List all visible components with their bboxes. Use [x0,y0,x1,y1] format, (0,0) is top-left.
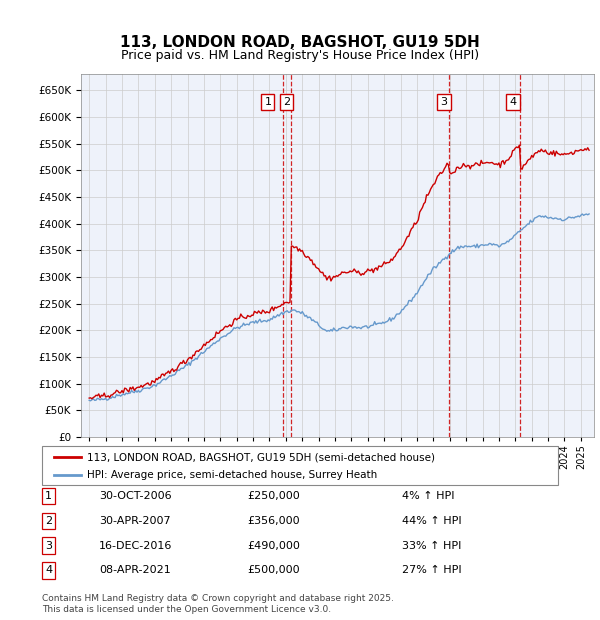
Text: 27% ↑ HPI: 27% ↑ HPI [402,565,461,575]
Text: 1: 1 [265,97,271,107]
Text: 1: 1 [45,491,52,501]
Text: 113, LONDON ROAD, BAGSHOT, GU19 5DH: 113, LONDON ROAD, BAGSHOT, GU19 5DH [120,35,480,50]
Text: 08-APR-2021: 08-APR-2021 [99,565,171,575]
Text: 113, LONDON ROAD, BAGSHOT, GU19 5DH (semi-detached house): 113, LONDON ROAD, BAGSHOT, GU19 5DH (sem… [87,452,435,462]
Text: 4: 4 [45,565,52,575]
Text: 2: 2 [283,97,290,107]
Text: 3: 3 [45,541,52,551]
Text: £500,000: £500,000 [247,565,300,575]
Text: Contains HM Land Registry data © Crown copyright and database right 2025.
This d: Contains HM Land Registry data © Crown c… [42,595,394,614]
Text: 2: 2 [45,516,52,526]
Text: £250,000: £250,000 [247,491,300,501]
Text: 4% ↑ HPI: 4% ↑ HPI [402,491,455,501]
Text: £356,000: £356,000 [247,516,300,526]
Text: 44% ↑ HPI: 44% ↑ HPI [402,516,461,526]
Text: 3: 3 [440,97,448,107]
Text: HPI: Average price, semi-detached house, Surrey Heath: HPI: Average price, semi-detached house,… [87,470,377,480]
Text: 30-OCT-2006: 30-OCT-2006 [99,491,172,501]
Text: 4: 4 [509,97,517,107]
Text: 30-APR-2007: 30-APR-2007 [99,516,170,526]
Text: 16-DEC-2016: 16-DEC-2016 [99,541,172,551]
Text: Price paid vs. HM Land Registry's House Price Index (HPI): Price paid vs. HM Land Registry's House … [121,50,479,62]
Text: 33% ↑ HPI: 33% ↑ HPI [402,541,461,551]
Text: £490,000: £490,000 [247,541,300,551]
